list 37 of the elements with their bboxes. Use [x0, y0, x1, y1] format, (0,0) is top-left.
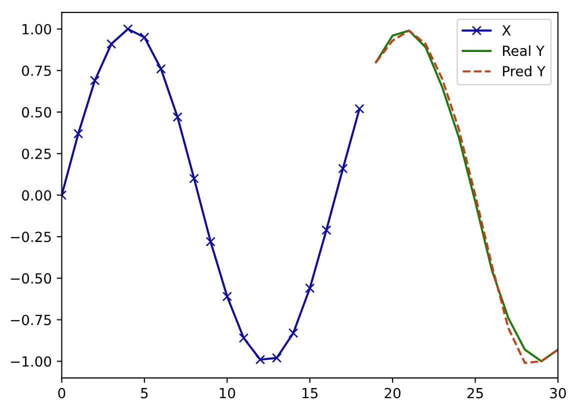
point — [123, 24, 133, 34]
point — [106, 39, 116, 49]
point — [90, 76, 100, 86]
point — [238, 333, 249, 343]
y-tick-label: −0.50 — [10, 273, 52, 284]
x-tick-label: 25 — [467, 388, 483, 398]
point — [172, 112, 182, 122]
point — [338, 164, 348, 174]
y-tick-label: 0.75 — [22, 66, 51, 76]
point — [255, 354, 266, 364]
point — [222, 292, 232, 302]
y-tick-label: −0.25 — [10, 232, 51, 242]
point — [73, 128, 84, 139]
point — [156, 64, 166, 74]
point — [354, 104, 364, 114]
point — [288, 328, 298, 338]
x-tick-label: 10 — [220, 388, 236, 398]
legend-label: Real Y — [503, 45, 545, 56]
y-tick-label: 0.25 — [22, 148, 51, 160]
x-tick-label: 0 — [58, 388, 66, 398]
y-tick-label: −1.00 — [10, 356, 52, 367]
point — [272, 353, 282, 363]
x-tick-label: 15 — [302, 388, 318, 398]
y-tick-label: 0.00 — [22, 190, 52, 201]
point — [322, 225, 332, 235]
point — [140, 32, 150, 42]
legend-label: Pred Y — [503, 66, 546, 76]
x-tick-label: 20 — [384, 388, 400, 398]
legend-label: X — [502, 25, 511, 36]
y-tick-label: 1.00 — [22, 24, 52, 34]
point — [206, 236, 216, 247]
point — [189, 174, 199, 184]
y-tick-label: −0.75 — [10, 314, 51, 326]
point — [304, 283, 315, 294]
x-tick-label: 5 — [141, 388, 148, 398]
y-tick-label: 0.50 — [22, 107, 52, 118]
x-tick-label: 30 — [550, 388, 566, 398]
